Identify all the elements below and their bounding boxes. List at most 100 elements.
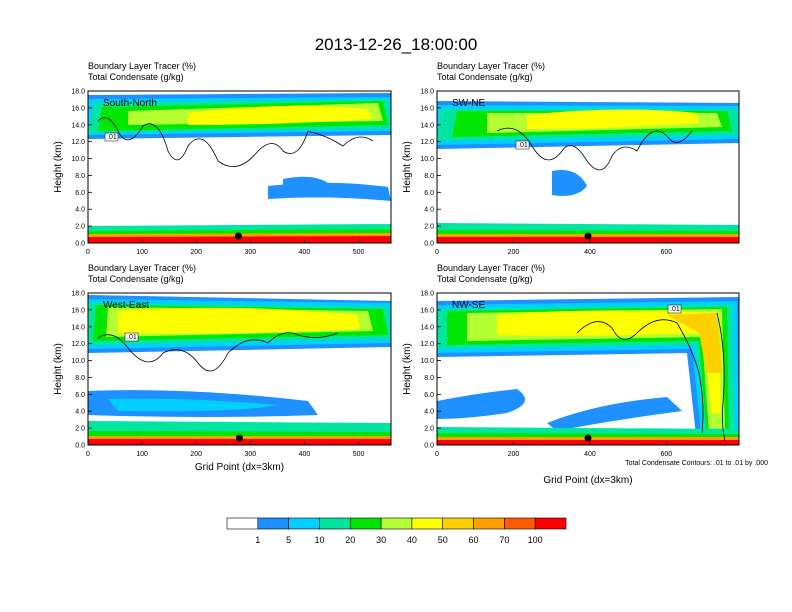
y-axis-label: Height (km) <box>402 141 413 193</box>
y-tick-label: 8.0 <box>75 375 85 382</box>
location-marker <box>584 232 592 240</box>
y-axis-label: Height (km) <box>53 141 64 193</box>
y-tick-label: 10.0 <box>420 358 434 365</box>
colorbar-label: 100 <box>528 535 543 545</box>
shading-region <box>437 389 525 419</box>
shading-region <box>552 170 587 196</box>
x-tick-label: 0 <box>435 249 439 256</box>
y-tick-label: 4.0 <box>424 409 434 416</box>
y-tick-label: 14.0 <box>71 324 85 331</box>
x-tick-label: 100 <box>136 249 148 256</box>
y-tick-label: 10.0 <box>420 156 434 163</box>
panel-subtitle-tracer: Boundary Layer Tracer (%) <box>88 263 196 273</box>
colorbar-label: 1 <box>255 535 260 545</box>
shading-region <box>467 160 538 204</box>
y-tick-label: 18.0 <box>71 89 85 96</box>
plot-frame <box>87 292 392 446</box>
y-tick-label: 12.0 <box>420 139 434 146</box>
colorbar-label: 70 <box>499 535 509 545</box>
contour-label: .01 <box>107 134 117 141</box>
colorbar-label: 40 <box>407 535 417 545</box>
plot-area: .01 <box>437 91 739 243</box>
y-tick-label: 2.0 <box>424 426 434 433</box>
x-tick-label: 0 <box>86 451 90 458</box>
x-tick-label: 200 <box>190 451 202 458</box>
y-tick-label: 0.0 <box>424 443 434 450</box>
panel-label: NW-SE <box>452 300 485 311</box>
plot-frame <box>436 292 740 446</box>
shading-region <box>667 313 722 373</box>
y-tick-label: 14.0 <box>420 122 434 129</box>
shading-region <box>188 105 373 125</box>
contour-label: .01 <box>127 334 137 341</box>
shading-region <box>437 237 739 243</box>
shading-region <box>268 182 391 201</box>
colorbar-label: 50 <box>438 535 448 545</box>
colorbar-swatch <box>473 517 505 530</box>
y-tick-label: 8.0 <box>424 173 434 180</box>
colorbar-label: 60 <box>469 535 479 545</box>
x-tick-label: 500 <box>353 451 365 458</box>
plot-area: .01 <box>88 293 391 445</box>
x-tick-label: 600 <box>661 249 673 256</box>
y-tick-label: 6.0 <box>75 190 85 197</box>
panel-subtitle-condensate: Total Condensate (g/kg) <box>437 274 533 284</box>
shading-region <box>103 175 174 214</box>
shading-region <box>437 361 597 404</box>
panel-subtitle-condensate: Total Condensate (g/kg) <box>88 274 184 284</box>
y-tick-label: 10.0 <box>71 358 85 365</box>
chart-panel-4: Boundary Layer Tracer (%)Total Condensat… <box>402 263 740 486</box>
location-marker <box>236 434 243 442</box>
y-tick-label: 2.0 <box>75 224 85 231</box>
y-tick-label: 18.0 <box>420 291 434 298</box>
plot-frame <box>436 90 740 244</box>
colorbar-label: 10 <box>314 535 324 545</box>
panel-subtitle-condensate: Total Condensate (g/kg) <box>437 72 533 82</box>
contour-label-box <box>104 132 119 142</box>
x-tick-label: 100 <box>136 451 148 458</box>
contour-note: Total Condensate Contours: .01 to .01 by… <box>625 460 768 467</box>
y-tick-label: 6.0 <box>424 392 434 399</box>
y-tick-label: 0.0 <box>75 443 85 450</box>
x-axis-label: Grid Point (dx=3km) <box>195 462 284 473</box>
y-tick-label: 12.0 <box>71 341 85 348</box>
shading-region <box>527 109 699 129</box>
chart-panel-1: Boundary Layer Tracer (%)Total Condensat… <box>53 61 392 256</box>
chart-panel-3: Boundary Layer Tracer (%)Total Condensat… <box>53 263 392 473</box>
y-tick-label: 4.0 <box>75 409 85 416</box>
x-tick-label: 600 <box>661 451 673 458</box>
x-tick-label: 500 <box>353 249 365 256</box>
y-tick-label: 16.0 <box>420 105 434 112</box>
shading-region <box>593 153 739 213</box>
location-marker <box>234 232 242 240</box>
contour-label-box <box>124 332 139 342</box>
y-tick-label: 6.0 <box>424 190 434 197</box>
x-tick-label: 200 <box>508 249 520 256</box>
colorbar: 1 5 10 20 30 40 50 60 70 100 <box>226 517 567 545</box>
contour-label-box <box>515 140 530 150</box>
x-tick-label: 400 <box>299 249 311 256</box>
shading-region <box>512 378 627 424</box>
y-tick-label: 8.0 <box>424 375 434 382</box>
condensate-contour <box>97 117 374 168</box>
panels: Boundary Layer Tracer (%)Total Condensat… <box>53 61 740 486</box>
colorbar-swatch <box>288 517 320 530</box>
shading-region <box>437 440 739 445</box>
colorbar-swatch <box>504 517 536 530</box>
y-tick-label: 4.0 <box>75 207 85 214</box>
shading-region <box>547 397 682 431</box>
x-tick-label: 400 <box>299 451 311 458</box>
colorbar-swatch <box>534 517 567 530</box>
panel-subtitle-tracer: Boundary Layer Tracer (%) <box>437 61 545 71</box>
y-tick-label: 4.0 <box>424 207 434 214</box>
colorbar-label: 5 <box>286 535 291 545</box>
plot-area: .01 <box>437 293 739 445</box>
x-tick-label: 300 <box>244 451 256 458</box>
y-tick-label: 6.0 <box>75 392 85 399</box>
shading-region <box>118 307 360 334</box>
plot-area: .01 <box>88 91 391 243</box>
location-marker <box>584 434 592 442</box>
condensate-contour <box>496 127 693 171</box>
condensate-contour <box>576 312 726 442</box>
y-tick-label: 18.0 <box>420 89 434 96</box>
